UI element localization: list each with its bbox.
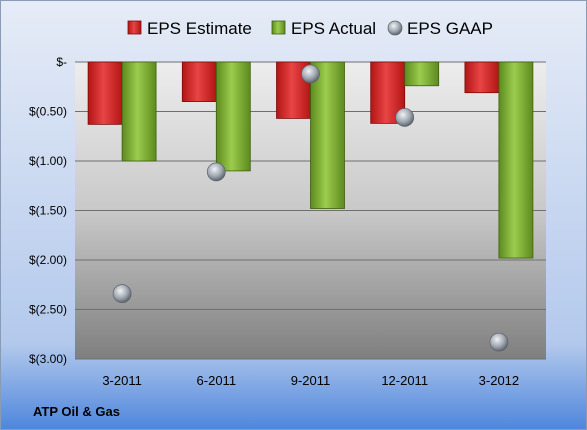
actual-bar bbox=[404, 61, 440, 87]
legend-label: EPS GAAP bbox=[407, 19, 493, 38]
legend-label: EPS Estimate bbox=[147, 19, 252, 38]
x-category-label: 6-2011 bbox=[197, 373, 237, 388]
actual-bar bbox=[310, 61, 345, 209]
gaap-marker bbox=[206, 162, 226, 182]
gaap-marker bbox=[395, 108, 415, 127]
x-axis-categories: 3-2011 6-2011 9-2011 12-2011 3-2012 bbox=[102, 373, 519, 388]
y-tick-label: $(0.50) bbox=[29, 105, 67, 119]
bars bbox=[87, 61, 534, 259]
y-tick-label: $(2.50) bbox=[29, 303, 67, 317]
actual-bar bbox=[121, 61, 157, 162]
x-category-label: 12-2011 bbox=[381, 373, 428, 388]
estimate-bar bbox=[181, 61, 217, 102]
estimate-bar bbox=[87, 61, 123, 125]
legend-swatch bbox=[387, 20, 403, 36]
y-axis-ticks: $- $(0.50) $(1.00) $(1.50) $(2.00) $(2.50) $(3… bbox=[29, 55, 67, 366]
y-tick-label: $(2.00) bbox=[29, 253, 67, 267]
actual-bar bbox=[215, 61, 251, 172]
gaap-markers bbox=[112, 64, 509, 352]
actual-bar bbox=[498, 61, 534, 259]
company-name: ATP Oil & Gas bbox=[33, 404, 120, 419]
estimate-bar bbox=[464, 61, 500, 94]
legend-swatch bbox=[271, 20, 286, 35]
gaap-marker bbox=[112, 284, 132, 304]
y-tick-label: $- bbox=[56, 55, 67, 69]
x-category-label: 3-2012 bbox=[479, 373, 519, 388]
legend: EPS Estimate EPS Actual EPS GAAP bbox=[127, 19, 493, 38]
y-tick-label: $(3.00) bbox=[29, 352, 67, 366]
gaap-marker bbox=[301, 64, 320, 84]
legend-swatch bbox=[127, 20, 142, 35]
x-category-label: 9-2011 bbox=[291, 373, 331, 388]
x-category-label: 3-2011 bbox=[102, 373, 142, 388]
legend-label: EPS Actual bbox=[291, 19, 376, 38]
gaap-marker bbox=[489, 332, 509, 352]
y-tick-label: $(1.50) bbox=[29, 204, 67, 218]
y-tick-label: $(1.00) bbox=[29, 154, 67, 168]
